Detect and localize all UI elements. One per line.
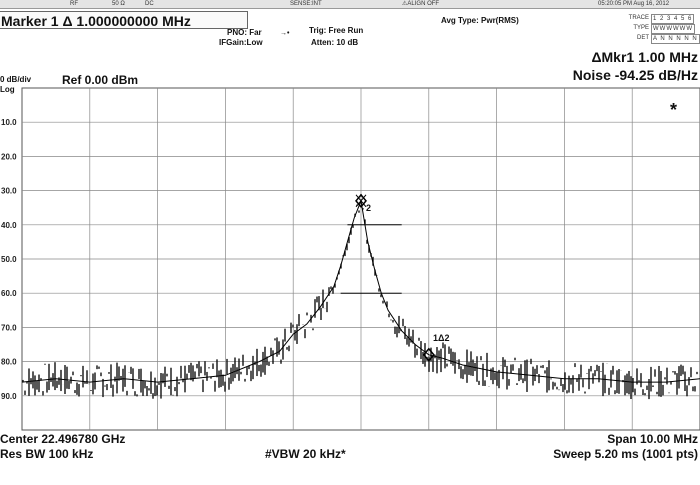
delta-marker-readout: ΔMkr1 1.00 MHz [591, 49, 698, 65]
marker-2-diamond [355, 193, 367, 209]
span-label: Span 10.00 MHz [607, 432, 698, 446]
marker-2-cross [355, 194, 367, 208]
trig-label: Trig: Free Run [309, 26, 364, 35]
trace-panel: TRACE 1 2 3 4 5 6 TYPE WWWWWW DET A N N N N… [628, 14, 700, 44]
star-indicator: * [670, 100, 678, 120]
y-tick-label: 90.0 [1, 392, 17, 401]
datetime-label: 05:20:05 PM Aug 16, 2012 [598, 1, 670, 7]
y-tick-label: 80.0 [1, 358, 17, 367]
log-label: Log [0, 85, 15, 94]
marker-readout-box[interactable]: Marker 1 Δ 1.000000000 MHz [0, 11, 248, 29]
impedance-label: 50 Ω [112, 1, 125, 7]
coupling-label: DC [145, 1, 154, 7]
sweep-label: Sweep 5.20 ms (1001 pts) [553, 447, 698, 461]
trace-value: 1 2 3 4 5 6 [651, 14, 695, 24]
avg-type-label: Avg Type: Pwr(RMS) [441, 16, 519, 25]
res-bw-label: Res BW 100 kHz [0, 447, 94, 461]
y-tick-label: 20.0 [1, 152, 17, 161]
y-tick-label: 10.0 [1, 118, 17, 127]
trig-arrow-icon: →• [280, 30, 290, 37]
align-label: ⚠ALIGN OFF [402, 1, 440, 7]
status-bar: RF 50 Ω DC SENSE:INT ⚠ALIGN OFF 05:20:05… [0, 0, 700, 9]
y-tick-label: 60.0 [1, 289, 17, 298]
y-tick-label: 30.0 [1, 187, 17, 196]
scale-div-label: 0 dB/div [0, 75, 32, 84]
marker-1-diamond [422, 347, 435, 362]
ifgain-label: IFGain:Low [219, 38, 263, 47]
marker-2-label: 2 [366, 203, 372, 213]
det-value: A N N N N N [651, 34, 700, 44]
ref-level-label: Ref 0.00 dBm [62, 73, 139, 87]
y-tick-label: 70.0 [1, 323, 17, 332]
marker-1-label: 1Δ2 [433, 333, 450, 343]
center-freq-label: Center 22.496780 GHz [0, 432, 126, 446]
sense-label: SENSE:INT [290, 1, 322, 7]
noise-readout: Noise -94.25 dB/Hz [572, 67, 698, 83]
atten-label: Atten: 10 dB [311, 38, 359, 47]
align-icon: ⚠ [402, 1, 408, 7]
y-tick-label: 40.0 [1, 221, 17, 230]
type-value: WWWWWW [651, 24, 695, 34]
y-tick-label: 50.0 [1, 255, 17, 264]
pno-label: PNO: Far [227, 28, 262, 37]
rf-label: RF [70, 1, 78, 7]
vbw-label: #VBW 20 kHz* [265, 447, 346, 461]
